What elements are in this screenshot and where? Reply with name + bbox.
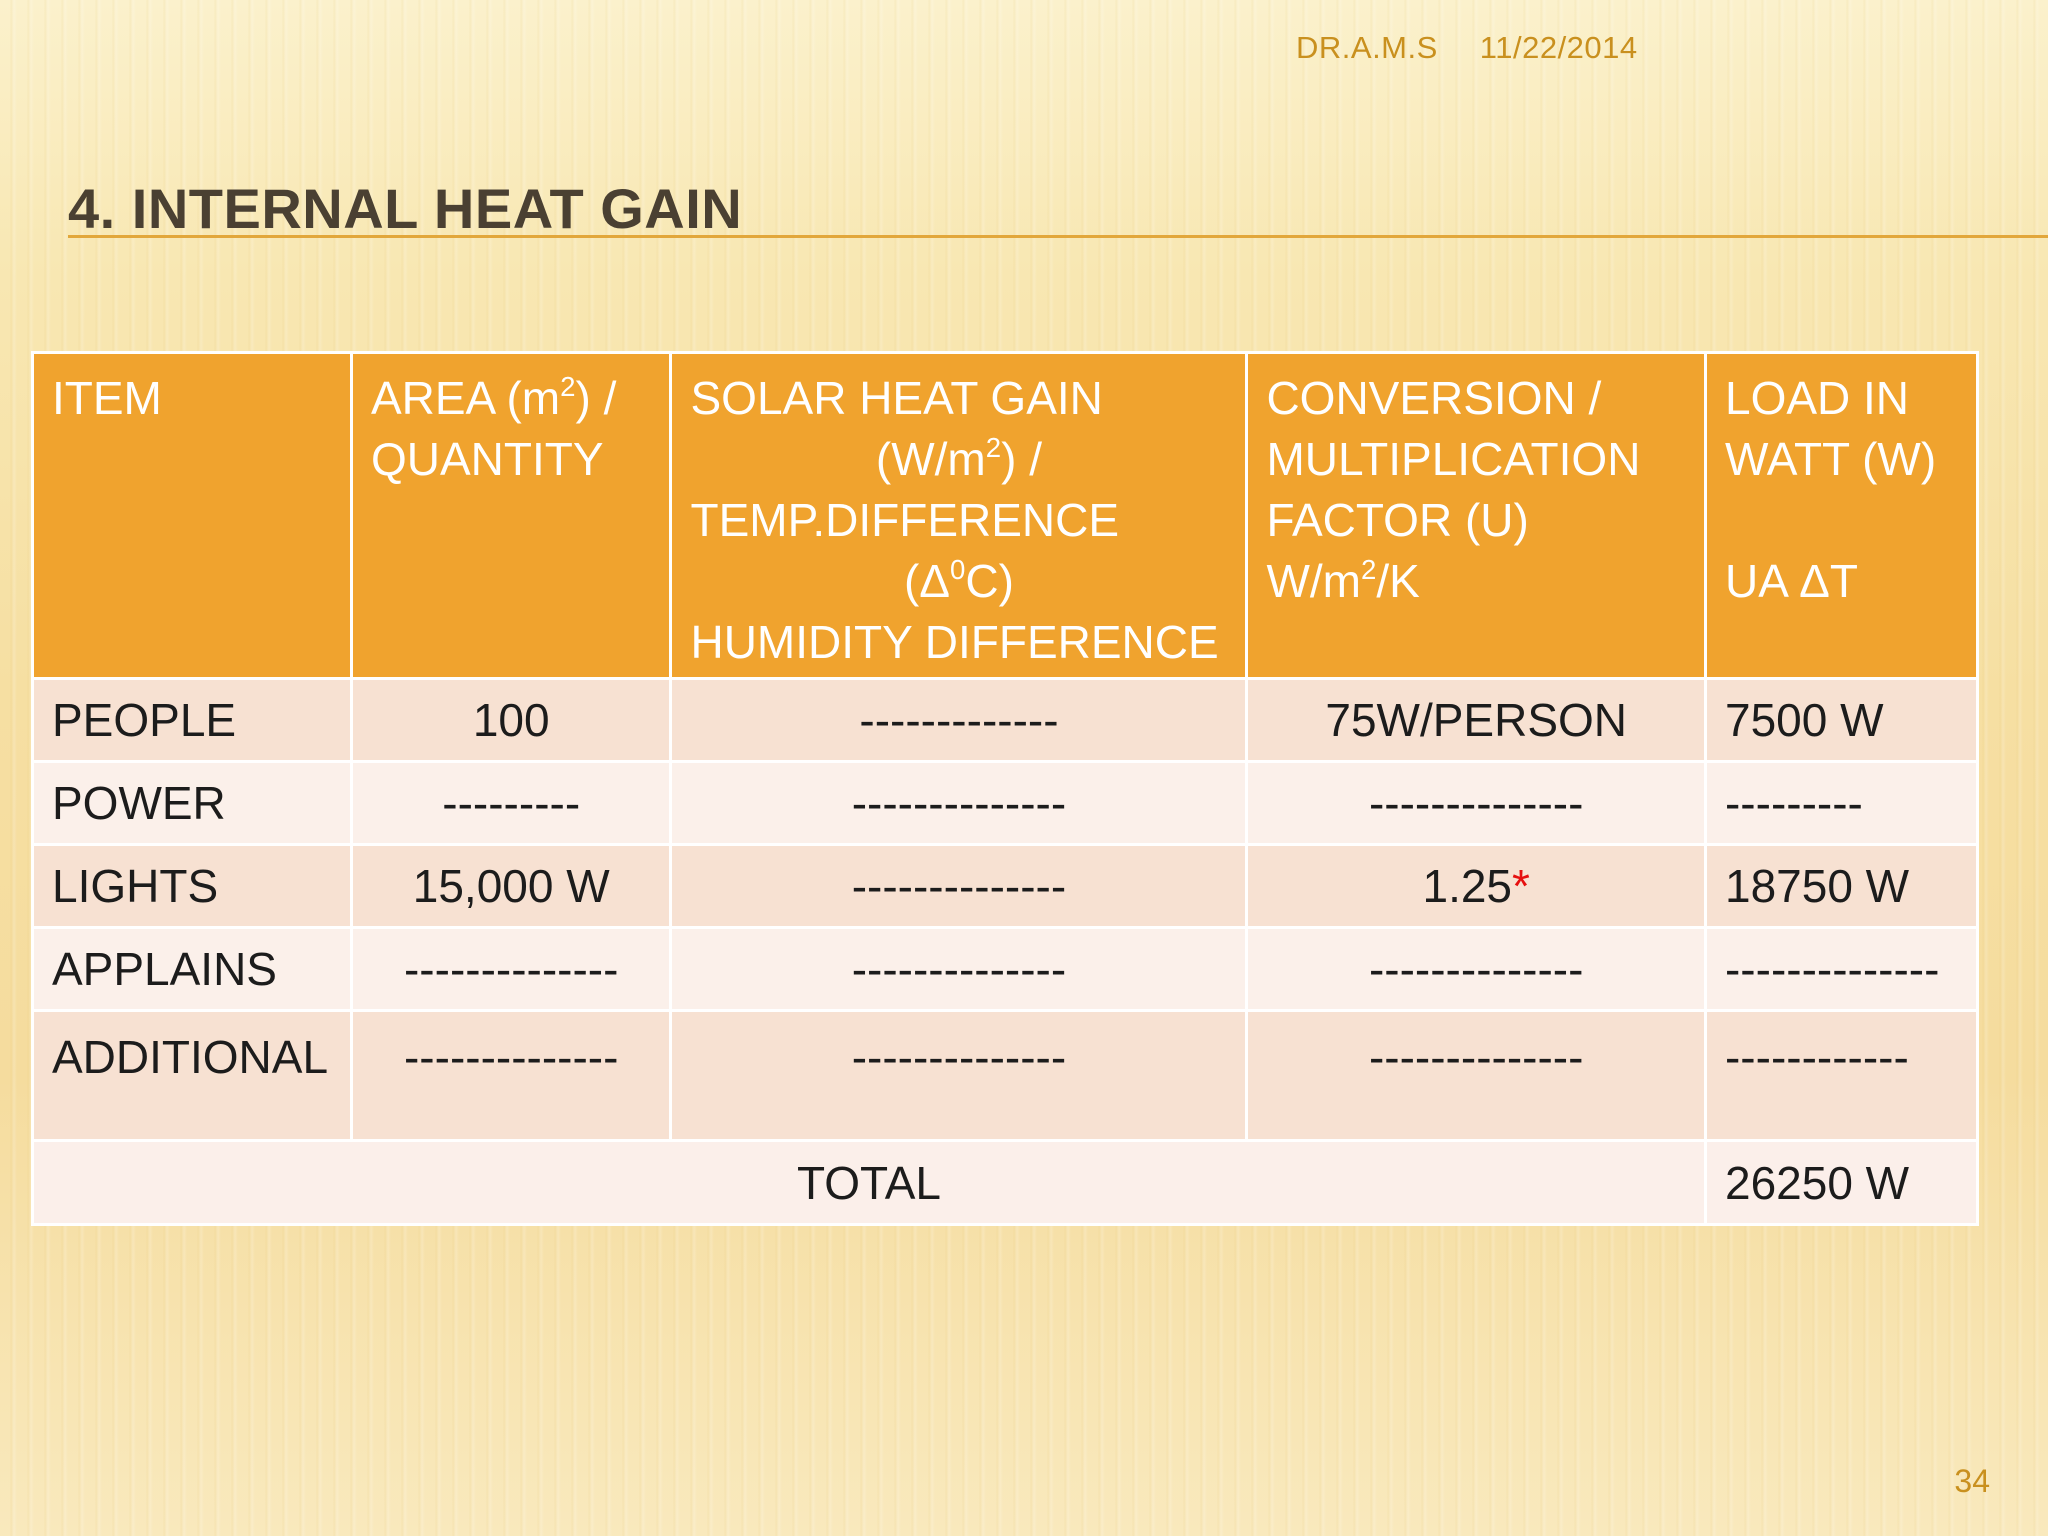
cell-area: 15,000 W — [349, 843, 673, 929]
cell-item: LIGHTS — [31, 843, 353, 929]
table-row: APPLAINS -------------- -------------- -… — [31, 926, 1980, 1012]
total-label: TOTAL — [31, 1139, 1707, 1226]
cell-load: --------- — [1703, 760, 1980, 846]
cell-conversion: -------------- — [1245, 926, 1707, 1012]
date-label: 11/22/2014 — [1479, 30, 1638, 65]
total-row: TOTAL 26250 W — [31, 1139, 1980, 1226]
title-divider — [68, 235, 2048, 238]
cell-load: ------------ — [1703, 1009, 1980, 1142]
author-label: DR.A.M.S — [1296, 30, 1438, 65]
page-number: 34 — [1954, 1463, 1990, 1499]
cell-item: ADDITIONAL — [31, 1009, 353, 1142]
cell-item: POWER — [31, 760, 353, 846]
total-value: 26250 W — [1703, 1139, 1980, 1226]
cell-area: --------- — [349, 760, 673, 846]
cell-item: PEOPLE — [31, 677, 353, 763]
cell-solar: -------------- — [669, 926, 1249, 1012]
cell-area: -------------- — [349, 1009, 673, 1142]
cell-conversion: -------------- — [1245, 1009, 1707, 1142]
header-solar-heat-gain: SOLAR HEAT GAIN (W/m2) / TEMP.DIFFERENCE… — [669, 351, 1249, 680]
cell-conversion: 75W/PERSON — [1245, 677, 1707, 763]
cell-load: -------------- — [1703, 926, 1980, 1012]
cell-solar: ------------- — [669, 677, 1249, 763]
table-row: ADDITIONAL -------------- --------------… — [31, 1009, 1980, 1142]
header-area: AREA (m2) / QUANTITY — [349, 351, 673, 680]
cell-area: 100 — [349, 677, 673, 763]
header-load: LOAD IN WATT (W) UA ΔT — [1703, 351, 1980, 680]
cell-solar: -------------- — [669, 760, 1249, 846]
cell-solar: -------------- — [669, 1009, 1249, 1142]
cell-load: 7500 W — [1703, 677, 1980, 763]
footnote-asterisk: * — [1512, 860, 1530, 912]
cell-solar: -------------- — [669, 843, 1249, 929]
cell-item: APPLAINS — [31, 926, 353, 1012]
slide-title: 4. INTERNAL HEAT GAIN — [68, 177, 743, 240]
cell-area: -------------- — [349, 926, 673, 1012]
cell-conversion: 1.25* — [1245, 843, 1707, 929]
cell-load: 18750 W — [1703, 843, 1980, 929]
slide-header-meta: DR.A.M.S 11/22/2014 — [1296, 30, 1638, 66]
table-row: PEOPLE 100 ------------- 75W/PERSON 7500… — [31, 677, 1980, 763]
table-row: POWER --------- -------------- ---------… — [31, 760, 1980, 846]
table-row: LIGHTS 15,000 W -------------- 1.25* 187… — [31, 843, 1980, 929]
heat-gain-table: ITEM AREA (m2) / QUANTITY SOLAR HEAT GAI… — [31, 351, 1980, 1226]
cell-conversion: -------------- — [1245, 760, 1707, 846]
table-header-row: ITEM AREA (m2) / QUANTITY SOLAR HEAT GAI… — [31, 351, 1980, 680]
header-item: ITEM — [31, 351, 353, 680]
header-conversion-factor: CONVERSION / MULTIPLICATION FACTOR (U) W… — [1245, 351, 1707, 680]
